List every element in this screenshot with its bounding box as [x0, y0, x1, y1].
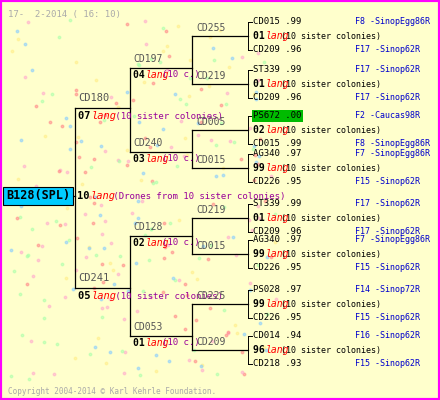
Text: (10 c.): (10 c.)	[162, 70, 200, 80]
Text: F17 -Sinop62R: F17 -Sinop62R	[355, 228, 420, 236]
Text: CD255: CD255	[196, 23, 225, 33]
Text: F17 -Sinop62R: F17 -Sinop62R	[355, 66, 420, 74]
Text: CD219: CD219	[196, 205, 225, 215]
Text: 02: 02	[253, 125, 271, 135]
Text: 03: 03	[133, 154, 150, 164]
Text: CD014 .94: CD014 .94	[253, 332, 301, 340]
Text: (10 sister colonies): (10 sister colonies)	[282, 214, 381, 222]
Text: F7 -SinopEgg86R: F7 -SinopEgg86R	[355, 236, 430, 244]
Text: CD225: CD225	[196, 291, 225, 301]
Text: lang: lang	[265, 163, 289, 173]
Text: CD015 .99: CD015 .99	[253, 18, 301, 26]
Text: (Drones from 10 sister colonies): (Drones from 10 sister colonies)	[109, 192, 286, 200]
Text: lang: lang	[265, 31, 289, 41]
Text: ST339 .99: ST339 .99	[253, 200, 301, 208]
Text: CD209 .96: CD209 .96	[253, 46, 301, 54]
Text: 04: 04	[133, 70, 150, 80]
Text: 17-  2-2014 ( 16: 10): 17- 2-2014 ( 16: 10)	[8, 10, 121, 19]
Text: AG340 .97: AG340 .97	[253, 236, 301, 244]
Text: lang: lang	[265, 249, 289, 259]
Text: (10 sister colonies): (10 sister colonies)	[110, 292, 222, 300]
Text: lang: lang	[265, 79, 289, 89]
Text: CD209: CD209	[196, 337, 225, 347]
Text: (10 sister colonies): (10 sister colonies)	[282, 300, 381, 308]
Text: 02: 02	[133, 238, 150, 248]
Text: F15 -Sinop62R: F15 -Sinop62R	[355, 360, 420, 368]
Text: F8 -SinopEgg86R: F8 -SinopEgg86R	[355, 18, 430, 26]
Text: 05: 05	[78, 291, 97, 301]
Text: CD226 .95: CD226 .95	[253, 314, 301, 322]
Text: CD209 .96: CD209 .96	[253, 228, 301, 236]
Text: F15 -Sinop62R: F15 -Sinop62R	[355, 314, 420, 322]
Text: CD005: CD005	[196, 117, 225, 127]
Text: CD015: CD015	[196, 241, 225, 251]
Text: AG340 .97: AG340 .97	[253, 150, 301, 158]
Text: (10 sister colonies): (10 sister colonies)	[110, 112, 222, 120]
Text: (10 c.): (10 c.)	[162, 154, 200, 164]
Text: CD128: CD128	[133, 222, 162, 232]
Text: lang: lang	[92, 291, 117, 301]
Text: B128(SPL): B128(SPL)	[6, 190, 70, 202]
Text: F2 -Caucas98R: F2 -Caucas98R	[355, 112, 420, 120]
Text: lang: lang	[265, 125, 289, 135]
Text: (10 sister colonies): (10 sister colonies)	[282, 164, 381, 172]
Text: PS028 .97: PS028 .97	[253, 286, 301, 294]
Text: lang: lang	[92, 111, 117, 121]
Text: CD226 .95: CD226 .95	[253, 178, 301, 186]
Text: 01: 01	[253, 79, 271, 89]
Text: ST339 .99: ST339 .99	[253, 66, 301, 74]
Text: (10 sister colonies): (10 sister colonies)	[282, 32, 381, 40]
Text: F15 -Sinop62R: F15 -Sinop62R	[355, 178, 420, 186]
Text: F8 -SinopEgg86R: F8 -SinopEgg86R	[355, 140, 430, 148]
Text: lang: lang	[91, 191, 115, 201]
Text: CD241: CD241	[78, 273, 109, 283]
Text: (10 sister colonies): (10 sister colonies)	[282, 250, 381, 258]
Text: CD197: CD197	[133, 54, 162, 64]
Text: CD015 .99: CD015 .99	[253, 140, 301, 148]
Text: (10 c.): (10 c.)	[162, 238, 200, 248]
Text: 01: 01	[253, 31, 271, 41]
Text: CD180: CD180	[78, 93, 109, 103]
Text: 01: 01	[133, 338, 150, 348]
Text: F17 -Sinop62R: F17 -Sinop62R	[355, 46, 420, 54]
Text: lang: lang	[146, 238, 169, 248]
Text: F17 -Sinop62R: F17 -Sinop62R	[355, 200, 420, 208]
Text: CD219: CD219	[196, 71, 225, 81]
Text: (10 sister colonies): (10 sister colonies)	[282, 80, 381, 88]
Text: CD209 .96: CD209 .96	[253, 94, 301, 102]
Text: CD053: CD053	[133, 322, 162, 332]
Text: lang: lang	[146, 70, 169, 80]
Text: CD226 .95: CD226 .95	[253, 264, 301, 272]
Text: CD240: CD240	[133, 138, 162, 148]
Text: (10 c.): (10 c.)	[162, 338, 200, 348]
Text: F16 -Sinop62R: F16 -Sinop62R	[355, 332, 420, 340]
Text: F15 -Sinop62R: F15 -Sinop62R	[355, 264, 420, 272]
Text: 96: 96	[253, 345, 271, 355]
Text: PS672 .00: PS672 .00	[253, 112, 301, 120]
Text: F7 -SinopEgg86R: F7 -SinopEgg86R	[355, 150, 430, 158]
Text: (10 sister colonies): (10 sister colonies)	[282, 346, 381, 354]
Text: 10: 10	[77, 191, 96, 201]
Text: Copyright 2004-2014 © Karl Kehrle Foundation.: Copyright 2004-2014 © Karl Kehrle Founda…	[8, 387, 216, 396]
Text: 01: 01	[253, 213, 271, 223]
Text: F17 -Sinop62R: F17 -Sinop62R	[355, 94, 420, 102]
Text: CD218 .93: CD218 .93	[253, 360, 301, 368]
Text: 99: 99	[253, 249, 271, 259]
Text: (10 sister colonies): (10 sister colonies)	[282, 126, 381, 134]
Text: lang: lang	[265, 299, 289, 309]
Text: 07: 07	[78, 111, 97, 121]
Text: lang: lang	[265, 213, 289, 223]
Text: 99: 99	[253, 163, 271, 173]
Text: 99: 99	[253, 299, 271, 309]
Text: lang: lang	[146, 154, 169, 164]
Text: lang: lang	[146, 338, 169, 348]
Text: lang: lang	[265, 345, 289, 355]
Text: F14 -Sinop72R: F14 -Sinop72R	[355, 286, 420, 294]
Text: CD015: CD015	[196, 155, 225, 165]
